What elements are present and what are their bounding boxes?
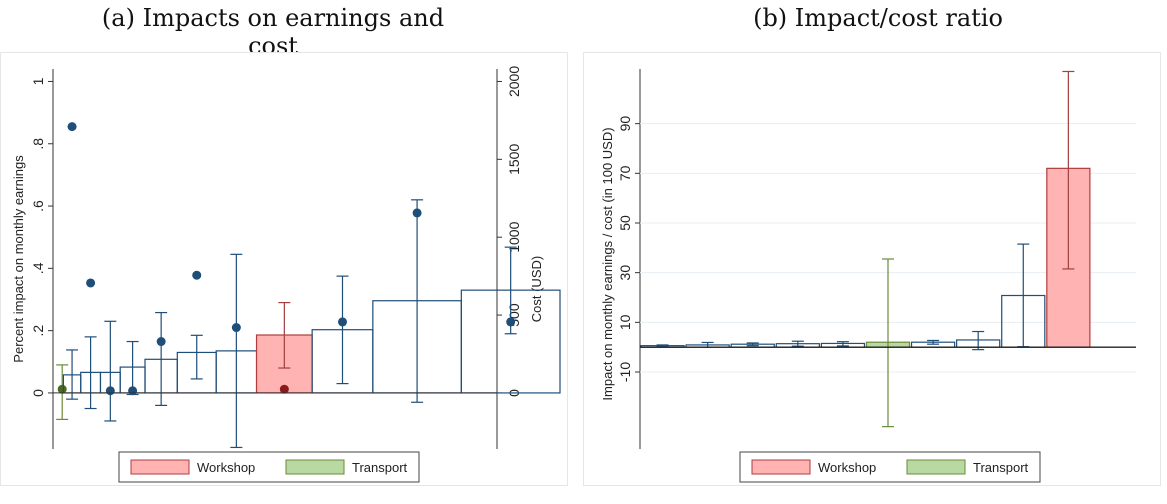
impact-point-6 [156, 337, 166, 347]
y-tick-label: -10 [617, 362, 633, 382]
y2-tick-label: 1500 [506, 144, 522, 175]
y-axis-label: Impact on monthly earnings / cost (in 10… [600, 127, 615, 400]
legend-swatch-workshop [751, 459, 811, 475]
y2-tick-label: 1000 [506, 221, 522, 252]
impact-point-10 [337, 317, 347, 327]
legend-swatch-workshop [130, 459, 190, 475]
y-tick-label: 90 [617, 116, 633, 132]
impact-point-4 [105, 386, 115, 396]
impact-point-11 [412, 208, 422, 218]
panel-b: -10 10 30 50 70 90 Impact on monthly earnings … [583, 52, 1161, 486]
y-axis-label: Percent impact on monthly earnings [11, 155, 26, 363]
y2-tick-label: 2000 [506, 66, 522, 97]
y-tick-label: 1 [30, 77, 46, 85]
impact-point-2 [67, 122, 77, 132]
legend-swatch-transport [285, 459, 345, 475]
legend-label-workshop: Workshop [197, 460, 255, 475]
impact-point-7 [192, 270, 202, 280]
impact-point-5 [128, 386, 138, 396]
y-tick-label: 50 [617, 215, 633, 231]
y-tick-label: .4 [30, 262, 46, 274]
panel-b-title: (b) Impact/cost ratio [753, 4, 1003, 32]
impact-point-9 [279, 384, 289, 394]
y-tick-label: 70 [617, 165, 633, 181]
impact-point-8 [231, 323, 241, 333]
y-tick-label: 10 [617, 314, 633, 330]
legend-label-transport: Transport [973, 460, 1029, 475]
legend-swatch-transport [906, 459, 966, 475]
impact-point-1 [57, 384, 67, 394]
impact-point-12 [506, 317, 516, 327]
y-tick-label: .8 [30, 138, 46, 150]
y2-axis-label: Cost (USD) [529, 256, 544, 322]
impact-point-3 [86, 278, 96, 288]
y-tick-label: .2 [30, 325, 46, 337]
legend-label-transport: Transport [352, 460, 408, 475]
y-tick-label: 30 [617, 265, 633, 281]
legend-label-workshop: Workshop [818, 460, 876, 475]
y-tick-label: 0 [30, 389, 46, 397]
panel-a: 0.2.4.6.8 1 0 500 1000 1500 2000 Percent impact… [0, 52, 568, 486]
figure-caption [120, 486, 1120, 504]
panel-a-title: (a) Impacts on earnings and cost [101, 4, 445, 60]
y-tick-label: .6 [30, 200, 46, 212]
